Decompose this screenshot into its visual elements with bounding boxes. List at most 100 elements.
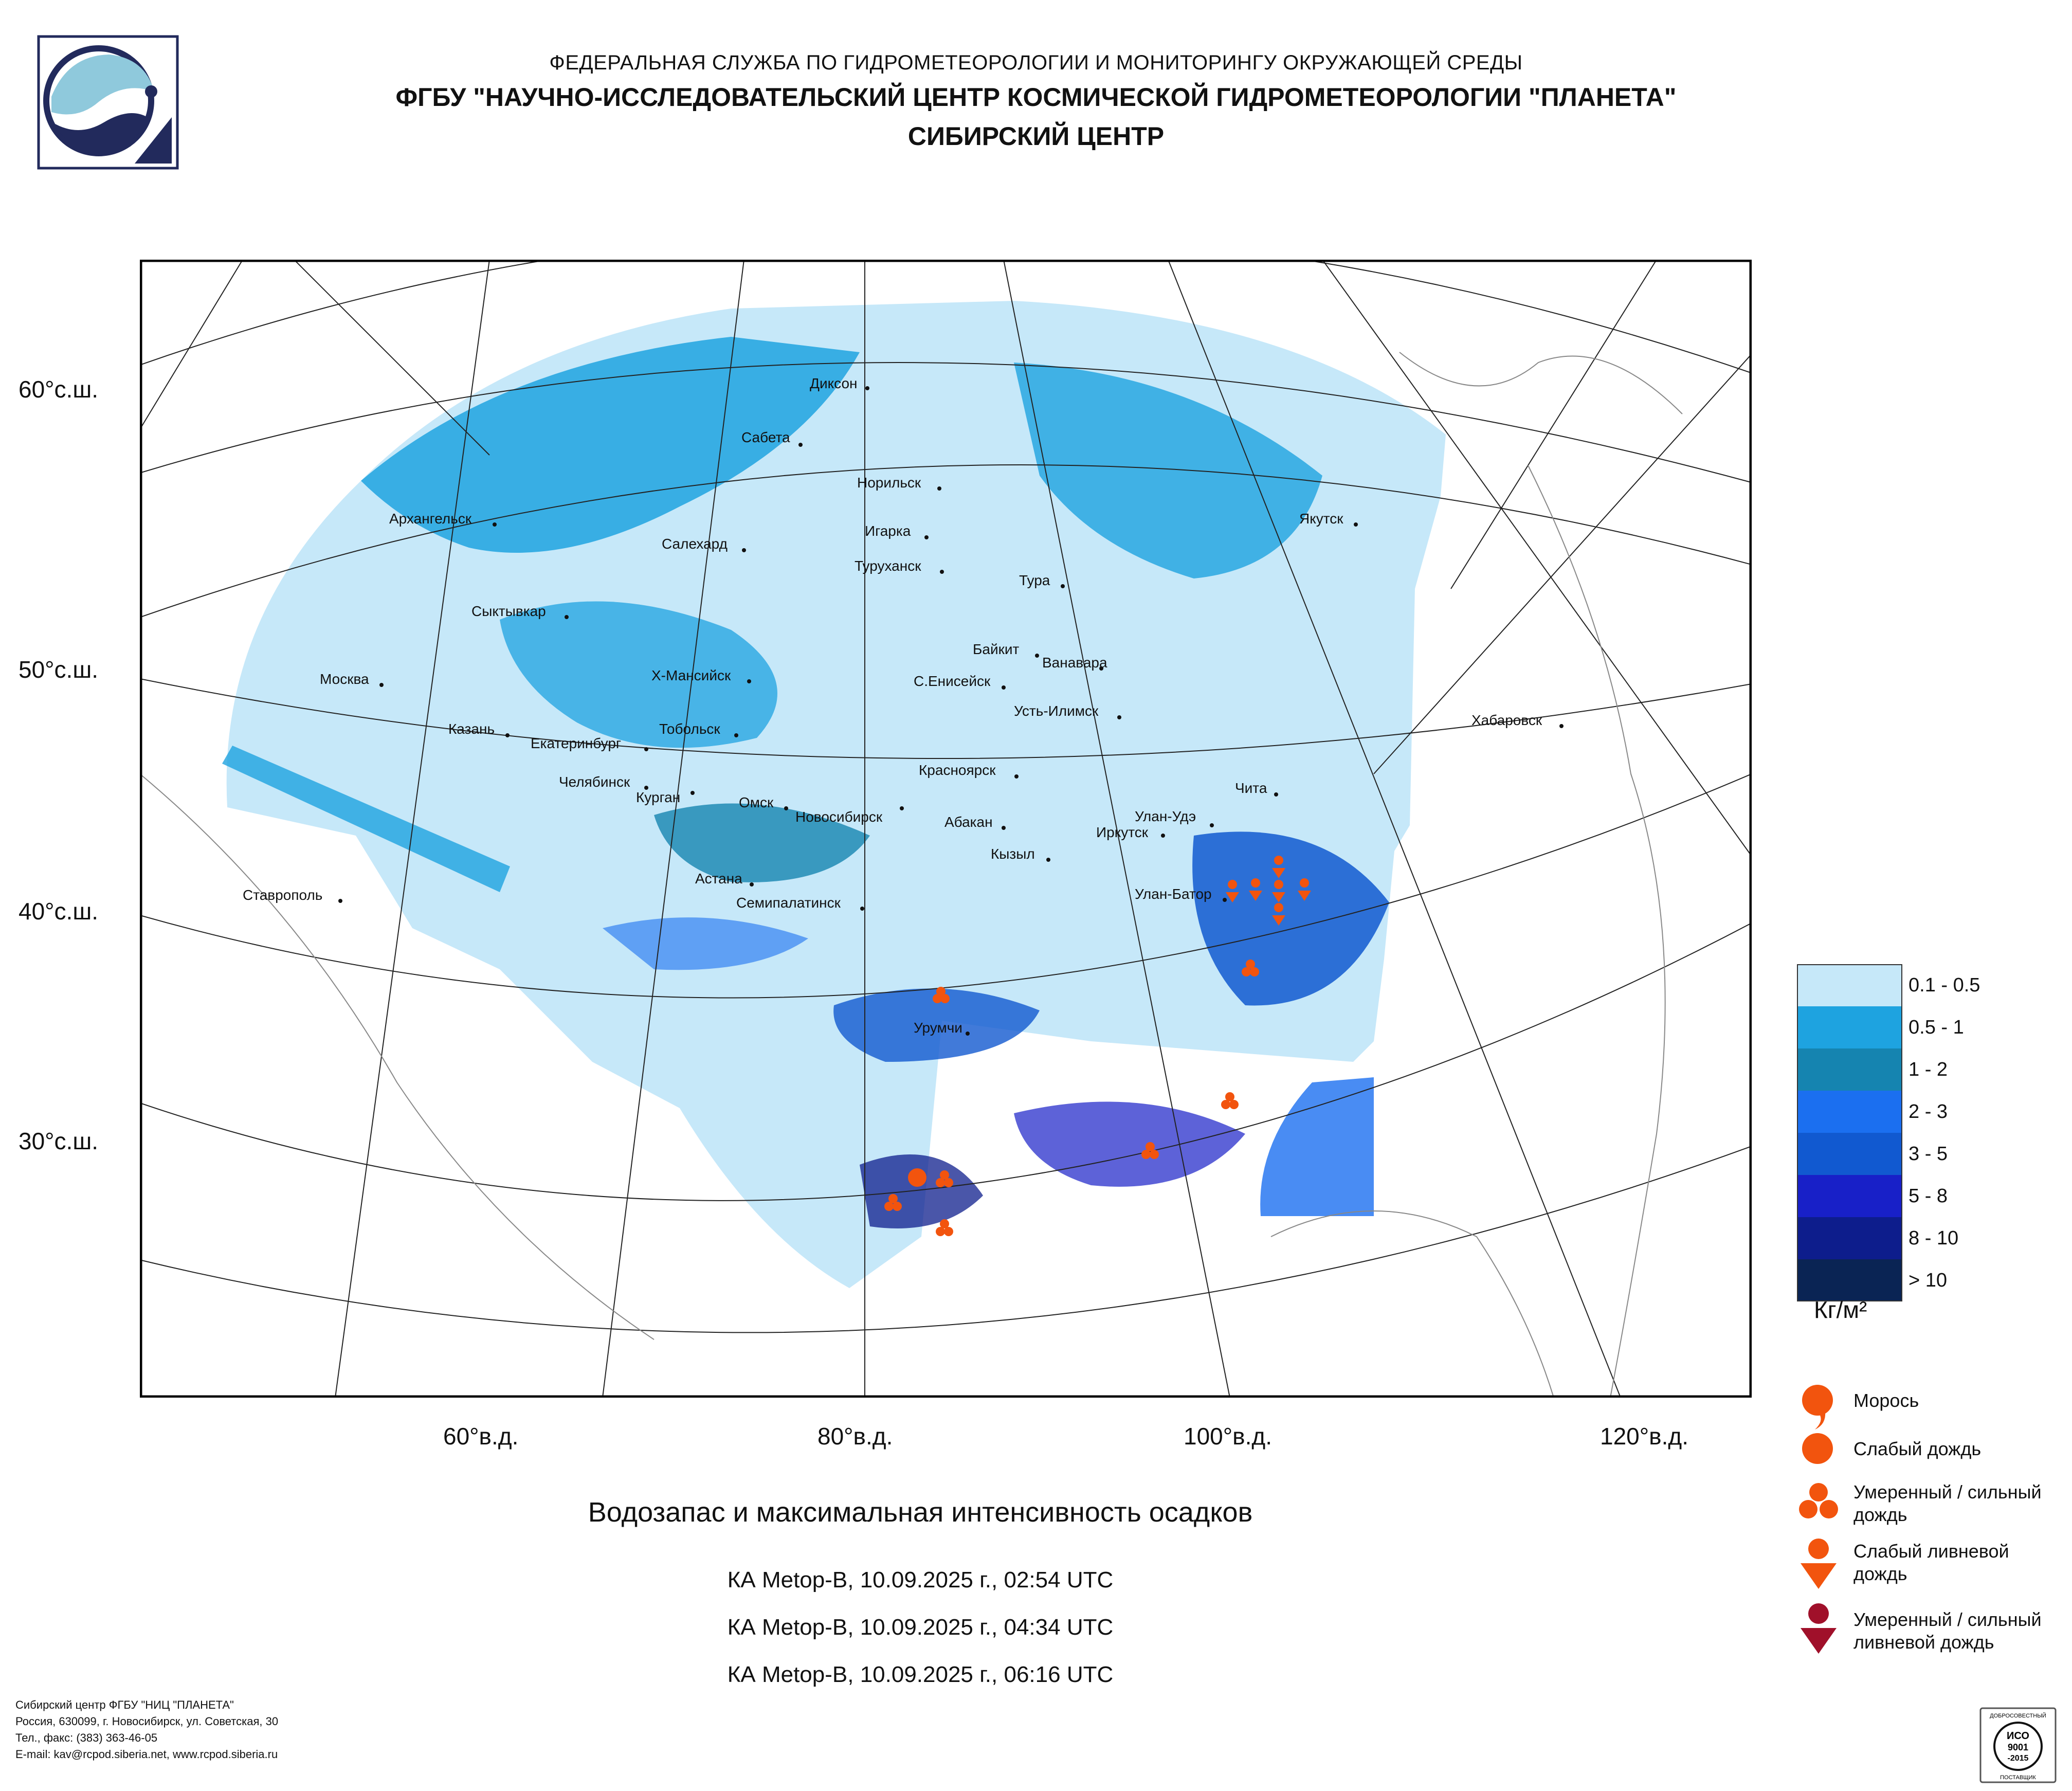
moderate-heavy-rain-icon — [936, 1170, 953, 1187]
svg-text:Сыктывкар: Сыктывкар — [471, 603, 546, 619]
city-baikit: Байкит — [973, 641, 1039, 658]
city-krasnoyarsk: Красноярск — [919, 762, 1019, 779]
light-shower-icon — [1272, 880, 1285, 902]
city-khabarovsk: Хабаровск — [1471, 712, 1564, 728]
city-novosibirsk: Новосибирск — [795, 806, 904, 825]
legend-swatch — [1797, 1175, 1902, 1217]
legend-swatch — [1797, 1217, 1902, 1259]
light-rain-icon — [1802, 1433, 1833, 1464]
city-stavropol: Ставрополь — [243, 887, 342, 903]
satellite-pass-1: КА Metop-B, 10.09.2025 г., 02:54 UTC — [727, 1567, 1114, 1593]
city-s-eniseysk: С.Енисейск — [914, 673, 1006, 690]
lat-label-60: 60°с.ш. — [19, 376, 99, 403]
city-yakutsk: Якутск — [1299, 511, 1358, 527]
svg-text:С.Енисейск: С.Енисейск — [914, 673, 991, 689]
svg-text:Якутск: Якутск — [1299, 511, 1343, 527]
svg-text:ИСО: ИСО — [2007, 1730, 2029, 1742]
svg-text:Ставрополь: Ставрополь — [243, 887, 322, 903]
legend-unit: Кг/м² — [1814, 1296, 1867, 1323]
footer-address: Россия, 630099, г. Новосибирск, ул. Сове… — [15, 1715, 279, 1728]
iso-certificate-icon: ДОБРОСОВЕСТНЫЙ ИСО 9001 -2015 ПОСТАВЩИК — [1979, 1707, 2057, 1783]
moderate-heavy-rain-icon — [1799, 1483, 1838, 1518]
svg-text:Чита: Чита — [1235, 780, 1267, 796]
footer-phone: Тел., факс: (383) 363-46-05 — [15, 1731, 158, 1744]
svg-text:Екатеринбург: Екатеринбург — [531, 735, 621, 751]
svg-text:9001: 9001 — [2008, 1742, 2028, 1752]
city-syktyvkar: Сыктывкар — [471, 603, 569, 619]
moderate-heavy-rain-icon — [1242, 960, 1259, 976]
city-ust-ilimsk: Усть-Илимск — [1014, 703, 1121, 719]
precip-legend-drizzle: Морось — [1853, 1390, 1919, 1411]
lon-label-120: 120°в.д. — [1600, 1423, 1688, 1450]
precip-legend-heavy-shower: Умеренный / сильный ливневой дождь — [1853, 1609, 2042, 1653]
svg-text:Норильск: Норильск — [857, 475, 921, 491]
svg-text:Салехард: Салехард — [662, 536, 728, 552]
city-chelyabinsk: Челябинск — [559, 774, 648, 790]
water-content-layer — [222, 301, 1446, 1288]
precipitation-markers — [884, 856, 1311, 1236]
light-shower-icon — [1801, 1539, 1837, 1589]
svg-text:Новосибирск: Новосибирск — [795, 809, 883, 825]
svg-text:Семипалатинск: Семипалатинск — [736, 895, 841, 911]
light-shower-icon — [1249, 878, 1262, 901]
legend-class-label: 3 - 5 — [1909, 1143, 1948, 1165]
legend-swatch — [1797, 1133, 1902, 1175]
svg-text:ПОСТАВЩИК: ПОСТАВЩИК — [2000, 1775, 2036, 1781]
svg-text:Омск: Омск — [739, 794, 774, 810]
precip-legend-symbols — [1799, 1385, 1838, 1654]
city-kurgan: Курган — [636, 789, 695, 805]
satellite-pass-3: КА Metop-B, 10.09.2025 г., 06:16 UTC — [727, 1662, 1114, 1687]
precipitation-map: Диксон Сабета Норильск Игарка Туруханск … — [140, 260, 1752, 1398]
city-dikson: Диксон — [810, 375, 869, 391]
city-tura: Тура — [1019, 572, 1065, 588]
city-igarka: Игарка — [865, 523, 929, 539]
light-shower-icon — [1272, 903, 1285, 926]
legend-class-label: 0.5 - 1 — [1909, 1017, 1964, 1038]
svg-text:Красноярск: Красноярск — [919, 762, 996, 778]
lat-label-40: 40°с.ш. — [19, 898, 99, 925]
drizzle-icon — [1802, 1385, 1833, 1430]
footer-email[interactable]: E-mail: kav@rcpod.siberia.net, www.rcpod… — [15, 1748, 278, 1761]
footer-contacts: Сибирский центр ФГБУ "НИЦ "ПЛАНЕТА" Росс… — [15, 1697, 278, 1763]
coastlines — [140, 352, 1683, 1398]
svg-text:Абакан: Абакан — [944, 814, 993, 830]
legend-class-label: > 10 — [1909, 1270, 1948, 1291]
city-kyzyl: Кызыл — [991, 846, 1050, 862]
legend-swatch — [1797, 1006, 1902, 1048]
city-salekhard: Салехард — [662, 536, 746, 552]
city-astana: Астана — [695, 871, 754, 887]
city-ulan-bator: Улан-Батор — [1135, 886, 1227, 902]
legend-swatch — [1797, 1091, 1902, 1133]
light-shower-icon — [1298, 878, 1311, 901]
city-irkutsk: Иркутск — [1096, 824, 1165, 840]
center-title: СИБИРСКИЙ ЦЕНТР — [907, 122, 1165, 151]
institute-title: ФГБУ "НАУЧНО-ИССЛЕДОВАТЕЛЬСКИЙ ЦЕНТР КОС… — [395, 83, 1677, 112]
precip-legend-light-rain: Слабый дождь — [1853, 1438, 1982, 1459]
svg-text:Челябинск: Челябинск — [559, 774, 630, 790]
moderate-heavy-rain-icon — [1141, 1142, 1159, 1159]
satellite-pass-2: КА Metop-B, 10.09.2025 г., 04:34 UTC — [727, 1615, 1114, 1640]
legend-class-label: 5 - 8 — [1909, 1185, 1948, 1207]
city-labels: Диксон Сабета Норильск Игарка Туруханск … — [243, 375, 1564, 1036]
legend-class-label: 0.1 - 0.5 — [1909, 974, 1980, 996]
footer-org: Сибирский центр ФГБУ "НИЦ "ПЛАНЕТА" — [15, 1698, 234, 1711]
svg-text:Курган: Курган — [636, 789, 680, 805]
city-kh-mansiysk: Х-Мансийск — [651, 667, 751, 683]
svg-text:Урумчи: Урумчи — [914, 1020, 962, 1036]
legend-class-label: 8 - 10 — [1909, 1227, 1959, 1249]
svg-text:Ванавара: Ванавара — [1042, 655, 1107, 671]
legend-swatch — [1797, 1048, 1902, 1091]
svg-text:ДОБРОСОВЕСТНЫЙ: ДОБРОСОВЕСТНЫЙ — [1990, 1712, 2046, 1719]
svg-text:Улан-Батор: Улан-Батор — [1135, 886, 1212, 902]
city-abakan: Абакан — [944, 814, 1006, 830]
svg-text:Иркутск: Иркутск — [1096, 824, 1149, 840]
lon-label-80: 80°в.д. — [817, 1423, 893, 1450]
legend-class-label: 2 - 3 — [1909, 1101, 1948, 1123]
svg-text:Диксон: Диксон — [810, 375, 858, 391]
map-caption: Водозапас и максимальная интенсивность о… — [588, 1497, 1253, 1528]
svg-text:Архангельск: Архангельск — [389, 511, 472, 527]
city-tobolsk: Тобольск — [659, 721, 738, 737]
city-ulan-ude: Улан-Удэ — [1135, 808, 1214, 827]
city-urumqi: Урумчи — [914, 1020, 970, 1036]
lat-label-50: 50°с.ш. — [19, 656, 99, 683]
